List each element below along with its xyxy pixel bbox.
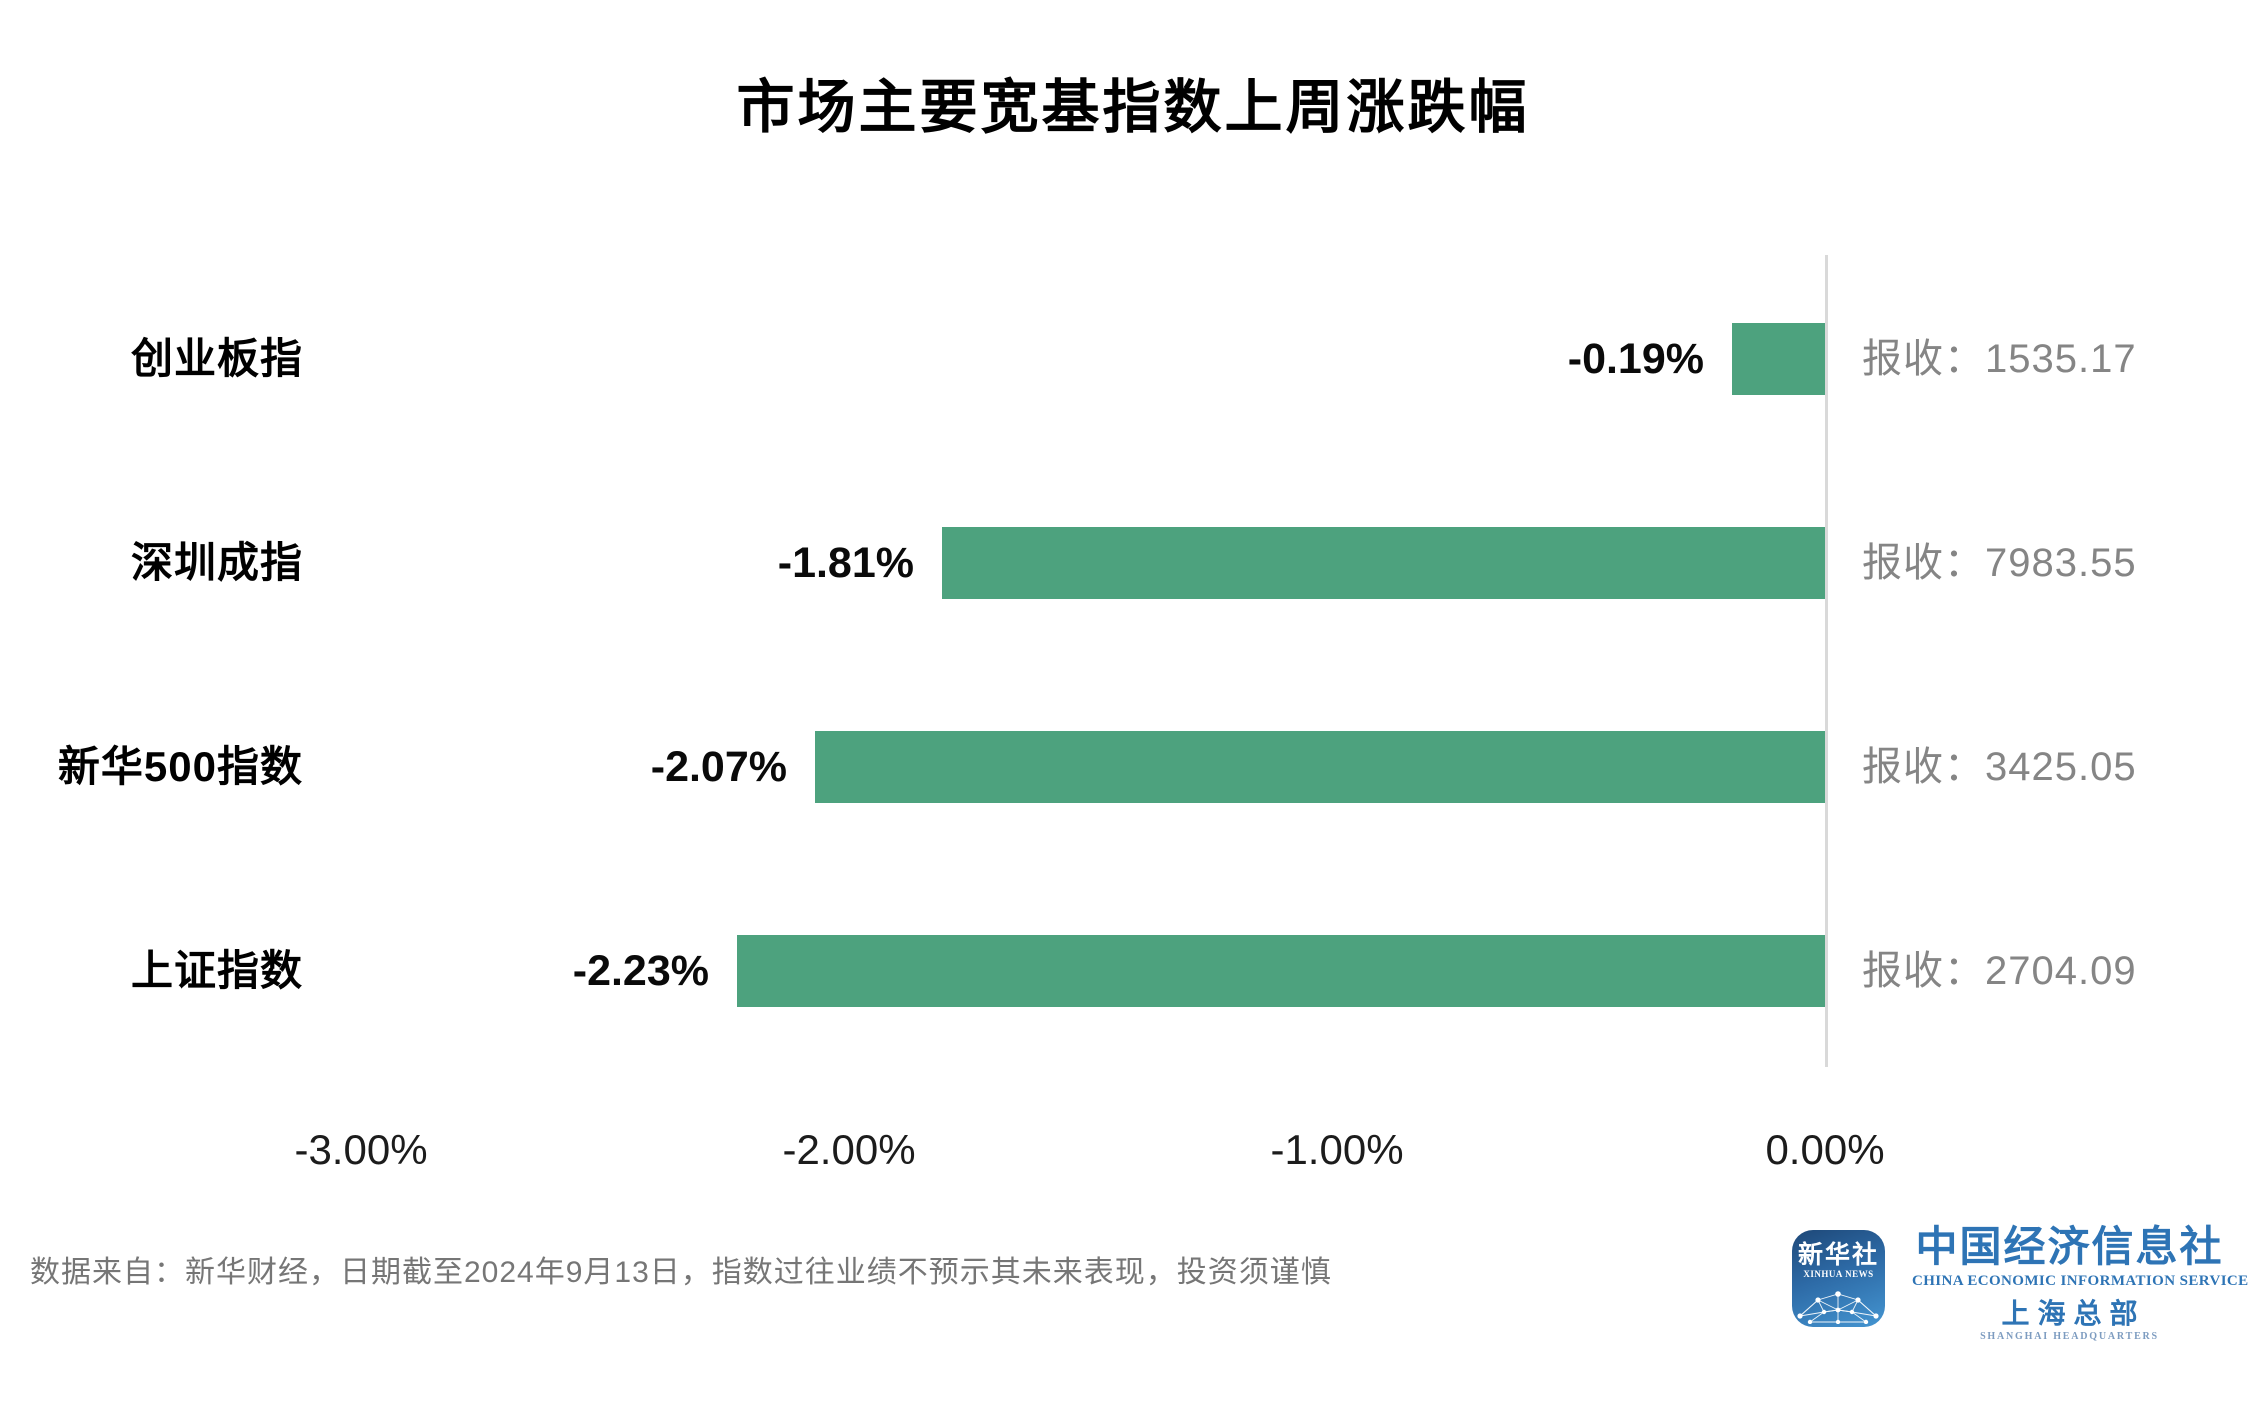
branch-name-en: SHANGHAI HEADQUARTERS bbox=[1980, 1331, 2159, 1342]
value-label: -1.81% bbox=[777, 539, 914, 587]
branding-block: 新华社 XINHUA NEWS bbox=[1790, 1222, 2249, 1362]
close-price-label: 报收：7983.55 bbox=[1862, 541, 2137, 585]
bar bbox=[737, 935, 1825, 1007]
chart-title: 市场主要宽基指数上周涨跌幅 bbox=[736, 75, 1530, 140]
network-mesh-icon bbox=[1797, 1291, 1879, 1324]
zero-axis-line bbox=[1825, 255, 1828, 1067]
bar bbox=[942, 527, 1825, 599]
x-axis-tick: -1.00% bbox=[1270, 1126, 1404, 1173]
category-label: 创业板指 bbox=[130, 335, 303, 382]
xinhua-news-app-icon: 新华社 XINHUA NEWS bbox=[1792, 1230, 1885, 1327]
x-axis-tick: 0.00% bbox=[1765, 1126, 1885, 1173]
x-axis-tick: -3.00% bbox=[294, 1126, 428, 1173]
close-price-label: 报收：1535.17 bbox=[1862, 337, 2137, 381]
category-label: 上证指数 bbox=[130, 947, 303, 994]
bar bbox=[1732, 323, 1825, 395]
value-label: -2.23% bbox=[572, 947, 709, 995]
data-source-note: 数据来自：新华财经，日期截至2024年9月13日，指数过往业绩不预示其未来表现，… bbox=[30, 1256, 1332, 1289]
close-price-label: 报收：2704.09 bbox=[1862, 949, 2137, 993]
close-price-label: 报收：3425.05 bbox=[1862, 745, 2137, 789]
category-label: 新华500指数 bbox=[57, 743, 303, 790]
category-label: 深圳成指 bbox=[130, 539, 303, 586]
bar bbox=[815, 731, 1825, 803]
bar-row: 创业板指 -0.19% 报收：1535.17 bbox=[0, 323, 2266, 395]
bar-row: 新华500指数 -2.07% 报收：3425.05 bbox=[0, 731, 2266, 803]
x-axis-tick: -2.00% bbox=[782, 1126, 916, 1173]
xinhua-icon-title: 新华社 bbox=[1797, 1241, 1879, 1269]
bar-row: 上证指数 -2.23% 报收：2704.09 bbox=[0, 935, 2266, 1007]
brand-text-block: 中国经济信息社 CHINA ECONOMIC INFORMATION SERVI… bbox=[1912, 1222, 2249, 1343]
bar-row: 深圳成指 -1.81% 报收：7983.55 bbox=[0, 527, 2266, 599]
value-label: -2.07% bbox=[650, 743, 787, 791]
org-name-en: CHINA ECONOMIC INFORMATION SERVICE bbox=[1912, 1273, 2249, 1289]
xinhua-icon-subtitle: XINHUA NEWS bbox=[1803, 1269, 1874, 1279]
value-label: -0.19% bbox=[1567, 335, 1704, 383]
org-name-cn: 中国经济信息社 bbox=[1915, 1223, 2224, 1270]
branch-name-cn: 上海总部 bbox=[2001, 1298, 2146, 1329]
